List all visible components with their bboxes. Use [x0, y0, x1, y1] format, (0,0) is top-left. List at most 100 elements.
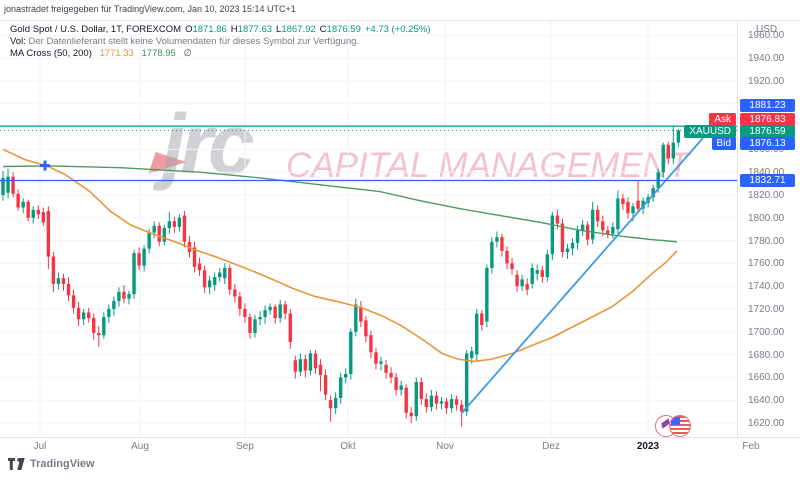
legend-symbol-row[interactable]: Gold Spot / U.S. Dollar, 1T, FOREXCOM O18…	[10, 24, 430, 35]
candle-body	[575, 230, 580, 243]
candle-body	[626, 201, 630, 214]
candle-body	[147, 232, 151, 249]
volume-label: Vol:	[10, 36, 26, 47]
candle-body	[36, 209, 40, 215]
month-label-Dez: Dez	[542, 441, 560, 452]
candle-body	[389, 372, 393, 378]
candle-body	[490, 241, 494, 268]
candle-body	[666, 144, 670, 159]
candle-body	[596, 209, 600, 222]
candle-body	[540, 270, 544, 278]
candle-body	[243, 309, 247, 317]
ma-null-icon: ∅	[183, 48, 192, 59]
share-attribution-text: jonastradet freigegeben für TradingView.…	[4, 4, 296, 14]
candle-body	[182, 215, 187, 242]
candle-body	[273, 306, 277, 319]
price-tick-label: 1620.00	[748, 418, 785, 429]
ma-cross-params: (50, 200)	[53, 48, 92, 59]
candle-body	[97, 332, 101, 336]
candle-body	[26, 201, 30, 218]
price-tag-1881.23: 1881.23	[740, 98, 795, 112]
candle-body	[364, 320, 368, 337]
candle-body	[202, 270, 207, 288]
candle-body	[303, 359, 308, 371]
price-tick-label: 1680.00	[748, 349, 785, 361]
price-tag-1832.71: 1832.71	[740, 174, 795, 187]
price-line-label-xauusd: XAUUSD	[684, 125, 736, 138]
candle-body	[641, 200, 645, 209]
candle-body	[611, 226, 615, 234]
legend-ma-cross-row[interactable]: MA Cross (50, 200) 1771.33 1778.95 ∅	[10, 48, 430, 59]
candle-body	[429, 395, 434, 408]
candle-body	[162, 228, 166, 242]
candle-body	[565, 248, 570, 252]
candle-body	[399, 385, 403, 390]
candle-body	[520, 279, 524, 287]
candle-body	[414, 381, 418, 417]
ohlc-key: H	[230, 24, 238, 35]
candle-body	[137, 253, 141, 266]
candle-body	[439, 401, 444, 404]
candle-body	[46, 210, 51, 257]
candle-body	[454, 399, 459, 405]
price-axis[interactable]: USD 1960.001940.001920.001900.001880.001…	[737, 20, 800, 455]
price-tick-label: 1840.00	[748, 167, 785, 179]
legend-volume-row[interactable]: Vol: Der Datenlieferant stellt keine Vol…	[10, 36, 430, 47]
candle-body	[515, 274, 519, 287]
candle-body	[6, 176, 10, 193]
price-tick-label: 1700.00	[748, 326, 785, 338]
candle-body	[651, 188, 655, 198]
month-label-Nov: Nov	[436, 441, 454, 452]
candle-body	[318, 364, 323, 376]
candle-body	[616, 198, 620, 230]
candle-body	[313, 353, 318, 369]
price-tick-label: 1960.00	[748, 30, 785, 42]
ohlc-value: 1876.59	[326, 24, 361, 35]
price-tag-Ask: 1876.83	[740, 113, 795, 126]
candle-body	[177, 217, 182, 227]
candle-body	[223, 267, 227, 279]
candle-body	[76, 307, 81, 320]
tradingview-logo-text: TradingView	[30, 458, 95, 470]
candle-body	[167, 221, 172, 229]
price-tick-label: 1640.00	[748, 395, 785, 407]
candle-body	[21, 201, 25, 208]
candle-body	[631, 206, 635, 214]
candle-body	[107, 309, 111, 317]
candle-body	[323, 375, 328, 395]
candle-body	[636, 200, 640, 209]
tradingview-branding[interactable]: TradingView	[8, 458, 95, 470]
candle-body	[394, 377, 398, 390]
us-flag-icon	[669, 415, 691, 437]
candle-body	[86, 312, 91, 319]
price-line-label-ask: Ask	[709, 113, 736, 126]
chart-legend: Gold Spot / U.S. Dollar, 1T, FOREXCOM O18…	[10, 24, 430, 60]
ohlc-value: 1871.86	[192, 24, 227, 35]
candle-body	[248, 316, 252, 333]
xauusd-pair-icon	[655, 414, 701, 440]
price-tick-label: 1860.00	[748, 144, 785, 156]
candle-body	[525, 283, 529, 290]
candle-body	[61, 278, 66, 284]
candle-body	[66, 283, 71, 296]
candle-body	[218, 272, 222, 278]
candle-body	[31, 209, 35, 218]
candle-body	[475, 313, 479, 355]
candle-body	[621, 198, 625, 205]
candle-body	[535, 270, 539, 274]
ohlc-key: L	[276, 24, 282, 35]
candle-body	[409, 412, 413, 417]
candle-body	[112, 301, 116, 309]
candle-body	[500, 237, 504, 251]
candle-body	[197, 263, 202, 271]
price-tick-label: 1800.00	[748, 212, 785, 224]
price-tick-label: 1820.00	[748, 190, 785, 201]
candle-body	[505, 250, 509, 264]
candle-body	[92, 318, 96, 333]
time-axis[interactable]: Jul Aug Sep Okt Nov Dez 2023 Feb	[0, 437, 800, 456]
ohlc-key: C	[319, 24, 327, 35]
candle-body	[16, 193, 20, 208]
candle-body	[570, 242, 575, 249]
candle-body	[470, 351, 474, 359]
